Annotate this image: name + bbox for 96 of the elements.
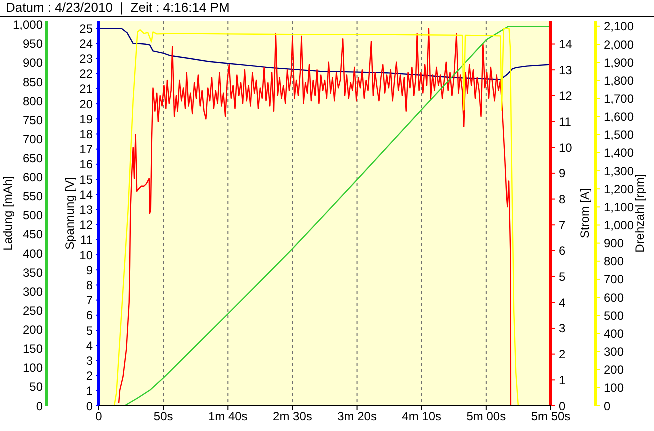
y-tick-label: 900	[604, 236, 624, 251]
y2-tick-label: 13	[80, 202, 94, 217]
y3-tick-label: 3	[559, 322, 566, 336]
y-tick-label: 350	[22, 266, 44, 280]
y2-tick-label: 9	[86, 263, 94, 278]
y-tick-label: 500	[604, 308, 624, 323]
y-tick-label: 400	[22, 246, 44, 261]
y3-tick-label: 7	[559, 218, 566, 232]
y-tick-label: 1,000	[12, 18, 44, 32]
chart-title: Datum : 4/23/2010 | Zeit : 4:16:14 PM	[0, 0, 654, 17]
y3-tick-label: 14	[559, 38, 573, 52]
y-tick-label: 600	[22, 170, 44, 185]
y3-axis-title: Strom [A]	[578, 188, 592, 239]
y-tick-label: 800	[22, 94, 44, 108]
y-axis-title: Ladung [mAh]	[1, 176, 15, 251]
y3-tick-label: 1	[559, 373, 566, 388]
y3-tick-label: 2	[559, 348, 566, 362]
y-tick-label: 2,000	[604, 38, 634, 52]
y-tick-label: 900	[22, 56, 44, 70]
x-tick-label: 1m 40s	[208, 410, 248, 424]
y-tick-label: 200	[22, 323, 44, 338]
y-tick-label: 1,400	[604, 146, 634, 160]
x-tick-label: 5m 00s	[466, 410, 506, 424]
y-tick-label: 100	[604, 381, 624, 396]
y2-tick-label: 18	[80, 127, 94, 142]
y-tick-label: 2,100	[604, 20, 634, 34]
y-tick-label: 400	[604, 326, 624, 341]
y-tick-label: 550	[22, 190, 44, 204]
y2-tick-label: 14	[80, 188, 94, 202]
y2-tick-label: 25	[80, 22, 94, 36]
x-tick-label: 3m 20s	[338, 410, 377, 424]
y3-tick-label: 4	[559, 296, 566, 310]
y-tick-label: 100	[22, 361, 44, 376]
x-tick-label: 0	[96, 410, 103, 424]
y-tick-label: 200	[604, 363, 624, 378]
y2-tick-label: 3	[86, 354, 94, 368]
y3-tick-label: 13	[559, 63, 573, 78]
y-tick-label: 1,500	[604, 128, 634, 142]
y-tick-label: 0	[604, 399, 611, 414]
y2-tick-label: 5	[86, 324, 94, 338]
y-tick-label: 950	[22, 37, 44, 52]
y2-tick-label: 12	[80, 218, 94, 232]
y-tick-label: 500	[22, 208, 44, 223]
y2-tick-label: 4	[86, 338, 94, 353]
y-tick-label: 300	[22, 284, 44, 299]
y2-tick-label: 20	[80, 97, 94, 112]
x-tick-label: 2m 30s	[273, 410, 312, 424]
y-axis-title: Drehzahl [rpm]	[633, 174, 647, 253]
y-tick-label: 1,900	[604, 56, 634, 70]
y2-tick-label: 7	[86, 294, 94, 308]
y-tick-label: 1,700	[604, 92, 634, 106]
y-tick-label: 1,200	[604, 182, 634, 196]
y-tick-label: 300	[604, 345, 624, 360]
y2-tick-label: 16	[80, 158, 94, 172]
y2-tick-label: 24	[80, 36, 94, 51]
y-tick-label: 0	[36, 399, 44, 414]
y3-tick-label: 11	[559, 115, 572, 130]
y3-tick-label: 8	[559, 192, 566, 207]
y2-tick-label: 19	[80, 112, 94, 126]
x-tick-label: 50s	[154, 410, 174, 424]
y-tick-label: 250	[22, 304, 44, 318]
y2-tick-label: 10	[80, 248, 94, 262]
y2-tick-label: 23	[80, 52, 94, 66]
y-tick-label: 850	[22, 75, 44, 90]
y-tick-label: 150	[22, 342, 44, 356]
y3-tick-label: 9	[559, 166, 566, 181]
x-tick-label: 4m 10s	[402, 410, 442, 424]
y-tick-label: 1,100	[604, 200, 634, 214]
y3-tick-label: 10	[559, 140, 573, 155]
y-tick-label: 800	[604, 254, 624, 269]
y2-tick-label: 1	[86, 384, 94, 398]
y3-tick-label: 12	[559, 89, 573, 104]
y2-tick-label: 2	[86, 369, 94, 384]
line-series	[99, 28, 551, 80]
y3-tick-label: 6	[559, 244, 566, 258]
y-tick-label: 750	[22, 113, 44, 128]
y-tick-label: 700	[22, 132, 44, 146]
y-tick-label: 700	[604, 272, 624, 287]
y2-tick-label: 21	[80, 82, 94, 96]
y-tick-label: 1,300	[604, 164, 634, 178]
y2-tick-label: 8	[86, 278, 94, 292]
y-tick-label: 1,600	[604, 110, 634, 124]
y2-tick-label: 0	[86, 399, 94, 414]
y-tick-label: 1,000	[604, 218, 634, 233]
y-tick-label: 50	[30, 380, 44, 394]
y2-tick-label: 6	[86, 308, 94, 323]
y2-tick-label: 17	[80, 142, 94, 157]
y2-axis-title: Spannung [V]	[63, 177, 77, 250]
y2-tick-label: 11	[80, 233, 94, 248]
y-tick-label: 1,800	[604, 74, 634, 88]
y-tick-label: 450	[22, 228, 44, 242]
y-tick-label: 650	[22, 151, 44, 166]
y2-tick-label: 15	[80, 172, 94, 187]
y-tick-label: 600	[604, 290, 624, 305]
y3-tick-label: 5	[559, 270, 566, 284]
y2-tick-label: 22	[80, 67, 94, 82]
